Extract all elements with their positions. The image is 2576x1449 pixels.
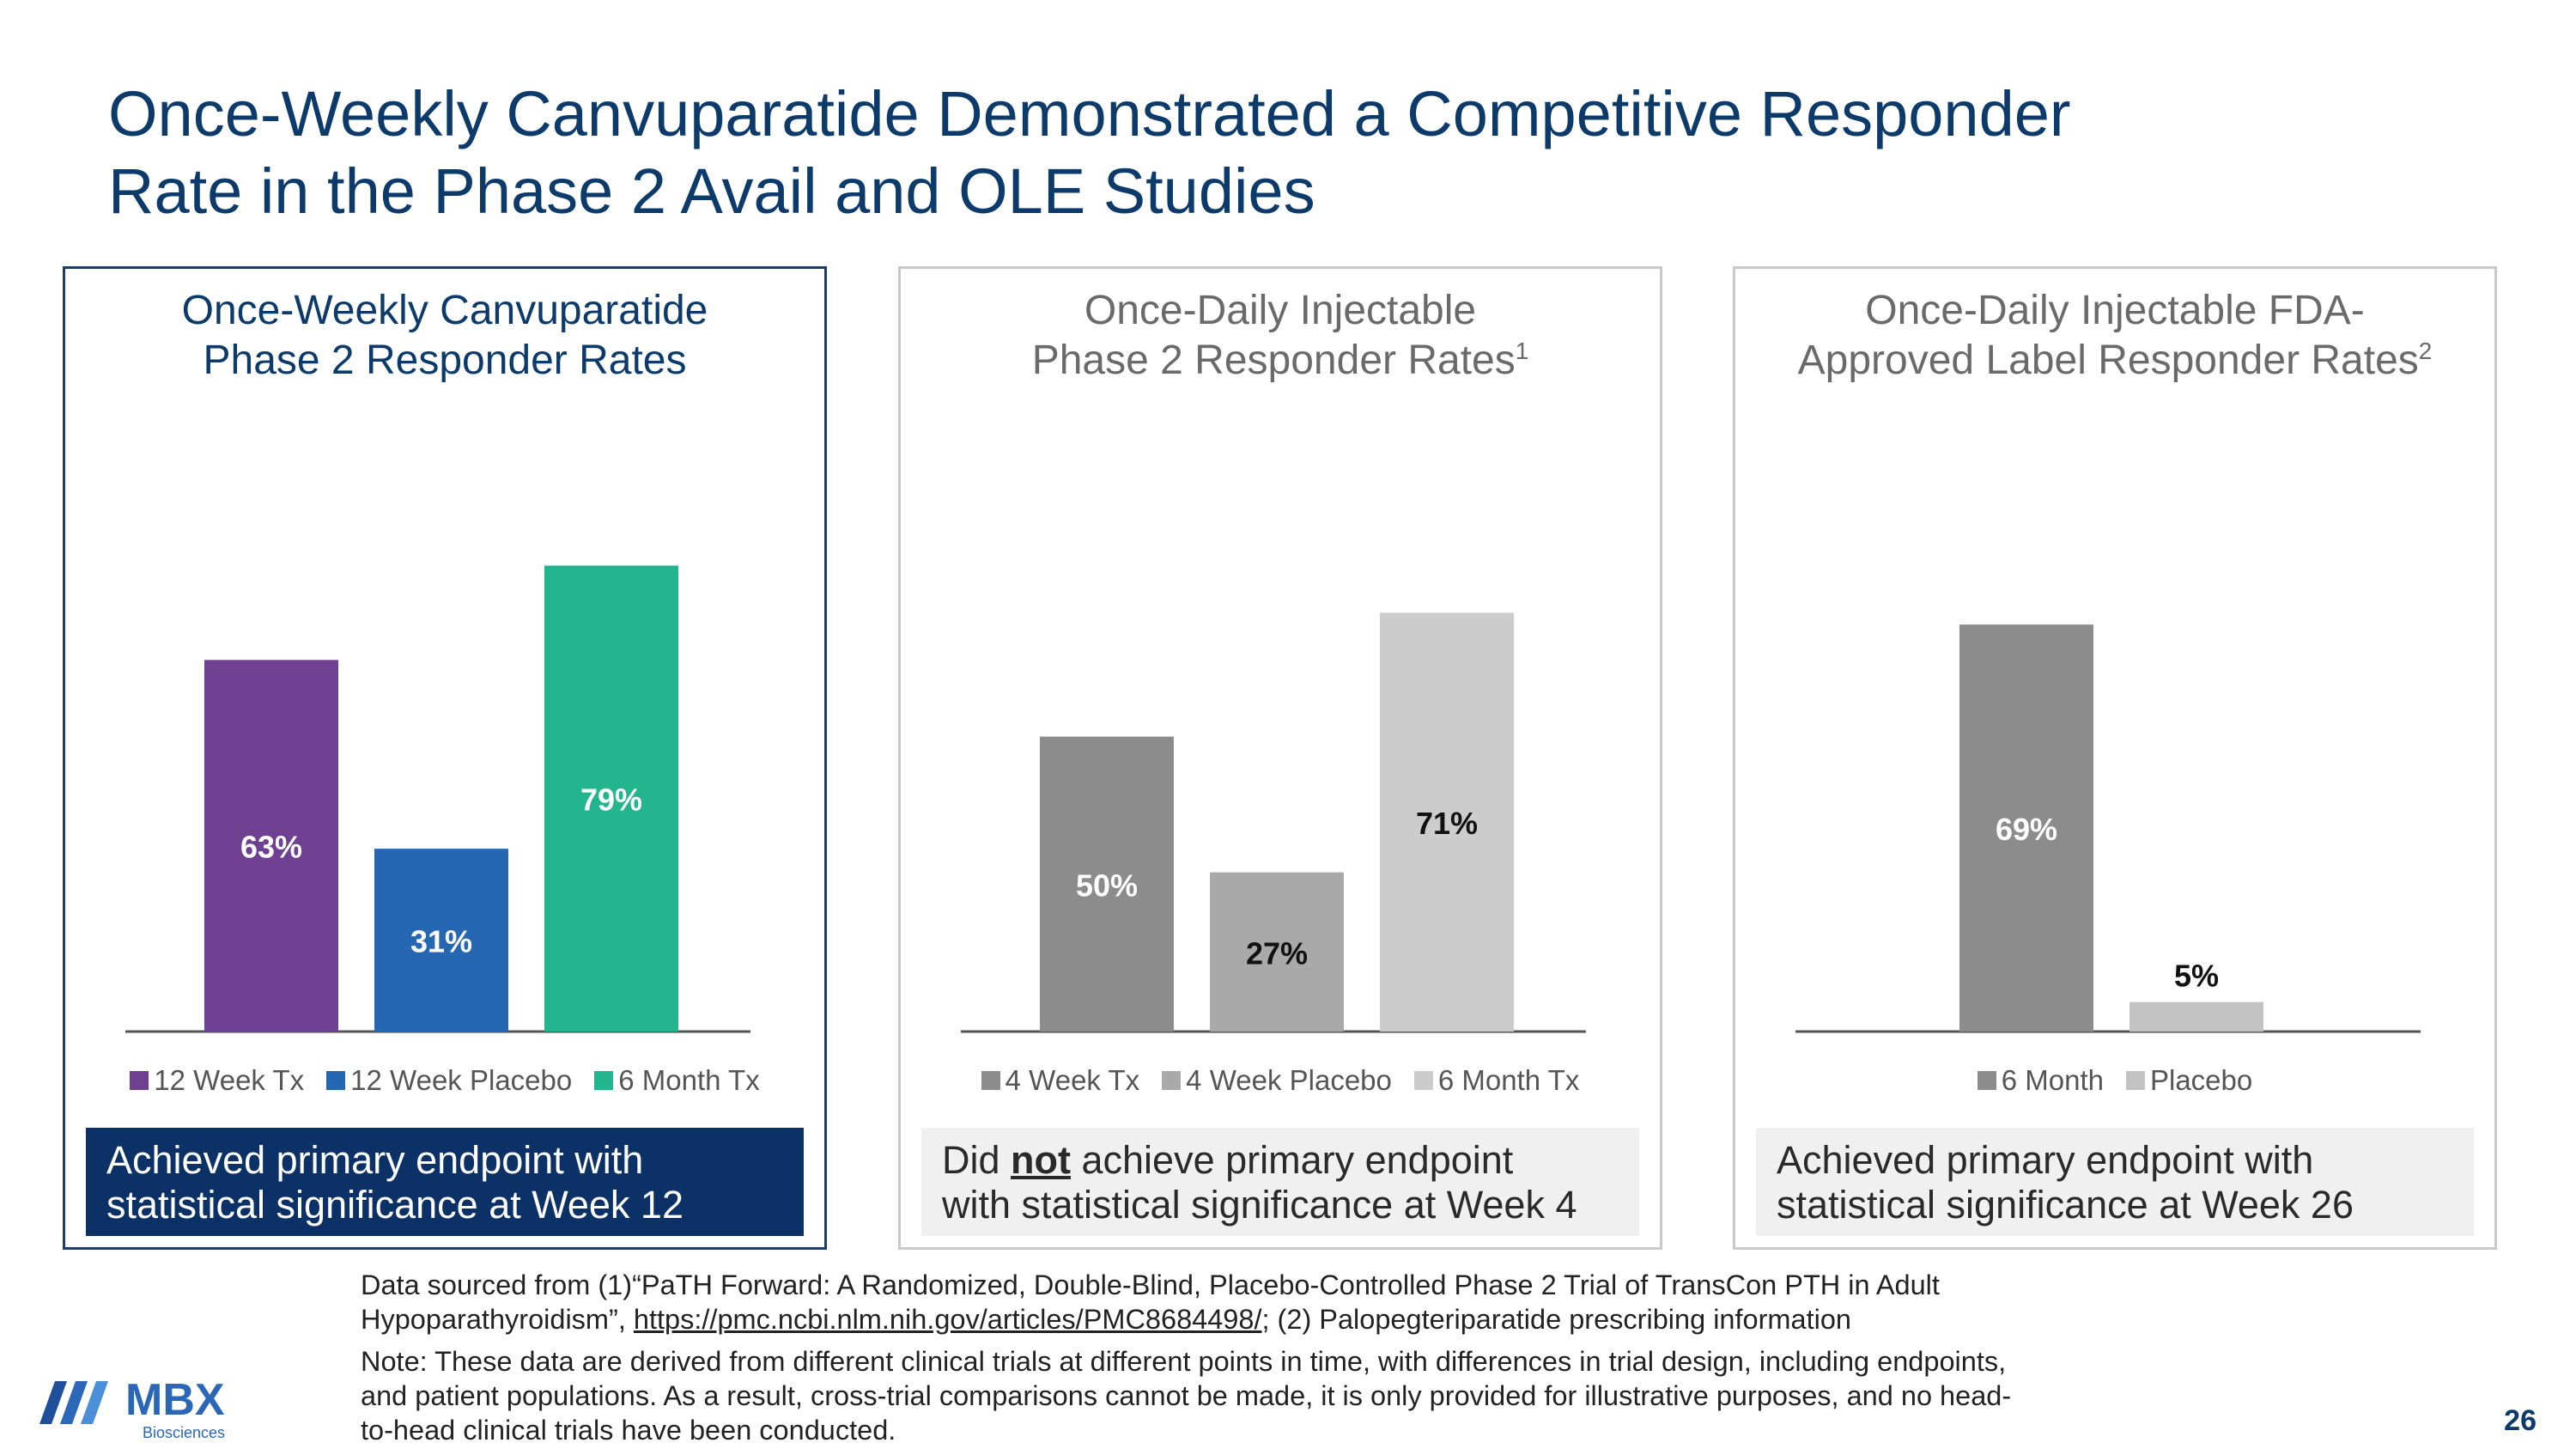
chart-title-line-1: Once-Weekly Canvuparatide [181,288,708,333]
legend-item-12-week-tx: 12 Week Tx [130,1064,304,1097]
data-label-placebo: 5% [2174,959,2219,994]
legend-swatch [594,1071,614,1090]
legend-label: Placebo [2149,1064,2253,1096]
bar-placebo [2129,1002,2263,1032]
bar-6-month-tx [544,565,678,1032]
chart-panel-canvuparatide: Once-Weekly Canvuparatide Phase 2 Respon… [63,266,827,1250]
logo-wordmark: MBX [125,1375,225,1425]
footnote-marker: 1 [1515,338,1529,364]
outcome-box: Achieved primary endpoint with statistic… [1756,1128,2474,1236]
chart-title: Once-Daily Injectable Phase 2 Responder … [901,286,1660,386]
page-number: 26 [2504,1404,2537,1437]
chart-title: Once-Daily Injectable FDA- Approved Labe… [1735,286,2494,386]
page-title: Once-Weekly Canvuparatide Demonstrated a… [108,76,2512,230]
bar-chart-daily-phase2: 50% 27% 71% [961,612,1586,1033]
page-title-line-2: Rate in the Phase 2 Avail and OLE Studie… [108,155,1315,227]
bar-4-week-tx [1040,736,1174,1032]
legend-swatch [2125,1071,2145,1090]
legend-item-6-month-tx: 6 Month Tx [594,1064,760,1097]
outcome-line-1: Achieved primary endpoint with [1777,1138,2314,1182]
bar-6-month [1959,624,2093,1032]
bar-chart-daily-fda-label: 69% 5% [1795,624,2421,1033]
outcome-box: Did not achieve primary endpoint with st… [921,1128,1639,1236]
legend-swatch [326,1071,346,1090]
bar-12-week-placebo [374,849,508,1032]
source-line-1: Data sourced from (1)“PaTH Forward: A Ra… [361,1269,1940,1300]
data-label-4-week-tx: 50% [1076,868,1138,903]
data-label-4-week-placebo: 27% [1246,935,1308,971]
disclaimer-footnote: Note: These data are derived from differ… [361,1344,2336,1447]
legend-label: 6 Month Tx [618,1064,760,1096]
legend-item-6-month: 6 Month [1977,1064,2104,1097]
bar-6-month-tx [1380,612,1514,1032]
legend-swatch [130,1071,149,1090]
source-link[interactable]: https://pmc.ncbi.nlm.nih.gov/articles/PM… [633,1304,1262,1335]
logo-subtitle: Biosciences [143,1424,226,1441]
note-line-2: and patient populations. As a result, cr… [361,1380,2012,1411]
chart-title-line-2: Phase 2 Responder Rates1 [1031,338,1529,383]
data-label-6-month-tx: 71% [1416,806,1478,841]
bar-chart-canvuparatide: 63% 31% 79% [125,565,750,1033]
page-title-line-1: Once-Weekly Canvuparatide Demonstrated a… [108,78,2071,149]
legend-swatch [1413,1071,1433,1090]
outcome-line-2: statistical significance at Week 12 [106,1183,683,1227]
outcome-emphasis: not [1011,1138,1071,1182]
legend-swatch [1162,1071,1182,1090]
bar-4-week-placebo [1210,872,1344,1032]
company-logo: MBX Biosciences [39,1374,254,1443]
data-label-6-month: 69% [1996,812,2057,847]
legend-item-4-week-placebo: 4 Week Placebo [1162,1064,1392,1097]
chart-title: Once-Weekly Canvuparatide Phase 2 Respon… [65,286,824,386]
legend-item-12-week-placebo: 12 Week Placebo [326,1064,572,1097]
outcome-line-1: Did not achieve primary endpoint [942,1138,1514,1182]
chart-legend: 6 Month Placebo [1735,1064,2494,1097]
legend-item-4-week-tx: 4 Week Tx [981,1064,1140,1097]
logo-mark-icon [39,1381,108,1424]
note-line-1: Note: These data are derived from differ… [361,1346,2007,1377]
footnote-marker: 2 [2418,338,2433,364]
data-label-12-week-tx: 63% [240,830,302,865]
legend-swatch [1977,1071,1996,1090]
outcome-line-1: Achieved primary endpoint with [106,1138,644,1182]
outcome-line-2: with statistical significance at Week 4 [942,1183,1577,1227]
bar-12-week-tx [204,660,338,1032]
chart-panel-daily-phase2: Once-Daily Injectable Phase 2 Responder … [898,266,1662,1250]
legend-label: 4 Week Tx [1005,1064,1140,1096]
note-line-3: to-head clinical trials have been conduc… [361,1415,896,1446]
legend-swatch [981,1071,1000,1090]
data-label-6-month-tx: 79% [580,782,642,818]
data-label-12-week-placebo: 31% [410,924,472,959]
source-footnote: Data sourced from (1)“PaTH Forward: A Ra… [361,1268,2336,1336]
chart-title-line-1: Once-Daily Injectable [1084,288,1477,333]
legend-label: 6 Month Tx [1437,1064,1580,1096]
chart-title-line-2: Approved Label Responder Rates2 [1797,338,2433,383]
outcome-line-2: statistical significance at Week 26 [1777,1183,2354,1227]
legend-label: 12 Week Tx [154,1064,305,1096]
chart-legend: 12 Week Tx 12 Week Placebo 6 Month Tx [65,1064,824,1097]
chart-title-line-2: Phase 2 Responder Rates [203,338,687,383]
legend-label: 4 Week Placebo [1186,1064,1392,1096]
chart-title-line-1: Once-Daily Injectable FDA- [1865,288,2365,333]
chart-panel-daily-fda-label: Once-Daily Injectable FDA- Approved Labe… [1733,266,2497,1250]
source-line-2: Hypoparathyroidism”, https://pmc.ncbi.nl… [361,1304,1851,1335]
legend-item-6-month-tx: 6 Month Tx [1413,1064,1580,1097]
chart-legend: 4 Week Tx 4 Week Placebo 6 Month Tx [901,1064,1660,1097]
legend-item-placebo: Placebo [2125,1064,2253,1097]
legend-label: 12 Week Placebo [350,1064,573,1096]
legend-label: 6 Month [2001,1064,2104,1096]
outcome-box: Achieved primary endpoint with statistic… [86,1128,804,1236]
